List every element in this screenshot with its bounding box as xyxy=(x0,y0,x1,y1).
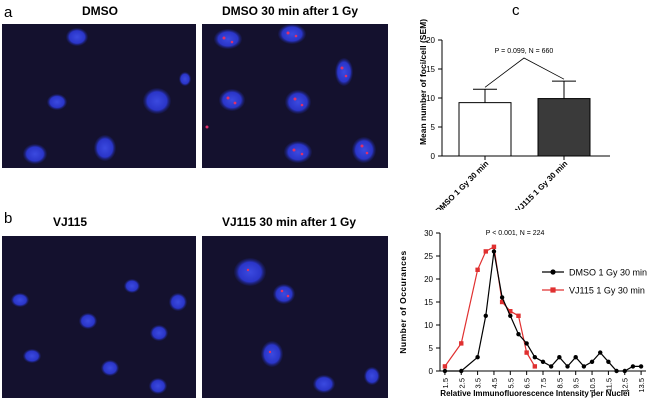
y-tick-label: 20 xyxy=(426,36,435,45)
data-point-dmso xyxy=(524,341,529,346)
data-point-dmso xyxy=(589,359,595,364)
bar-vj115 xyxy=(537,98,591,157)
data-point-dmso xyxy=(499,295,505,300)
legend-label: DMSO 1 Gy 30 min xyxy=(569,268,647,278)
data-point-dmso xyxy=(622,368,627,374)
x-tick-label: 12.5 xyxy=(621,378,630,393)
x-axis-label: Relative Immunofluorescence Intensity pe… xyxy=(440,389,629,398)
data-point-dmso xyxy=(565,364,570,369)
legend-label: VJ115 1 Gy 30 min xyxy=(569,286,645,296)
data-point-dmso xyxy=(630,364,636,369)
x-tick-label: 11.5 xyxy=(604,378,613,392)
x-tick-label: 6.5 xyxy=(523,378,532,388)
data-point-vj115 xyxy=(491,244,497,249)
data-point-dmso xyxy=(442,368,448,374)
data-point-vj115 xyxy=(483,249,488,254)
data-point-vj115 xyxy=(508,309,513,314)
y-tick-label: 5 xyxy=(431,123,436,132)
data-point-dmso xyxy=(598,350,603,355)
data-point-dmso xyxy=(459,368,464,374)
y-axis-label: Number of Occurances xyxy=(398,250,408,354)
data-point-dmso xyxy=(548,364,554,369)
micrograph-vj115 xyxy=(2,236,196,398)
image-title-dmso-irradiated: DMSO 30 min after 1 Gy xyxy=(221,4,359,18)
y-tick-label: 20 xyxy=(424,275,433,284)
micrograph-vj115-irradiated xyxy=(202,236,388,398)
micrograph-vj115-irradiated-image xyxy=(202,236,388,398)
data-point-dmso xyxy=(638,364,644,369)
micrograph-dmso-irradiated xyxy=(202,24,388,168)
legend-marker xyxy=(550,269,556,275)
x-tick-label: 3.5 xyxy=(474,378,483,388)
bar-dmso xyxy=(458,102,512,157)
panel-letter-c: c xyxy=(512,2,520,19)
x-tick-label: DMSO 1 Gy 30 min xyxy=(434,159,491,210)
line-chart: 0 5 10 15 20 25 30 Number of Occurances 1.5 2.5 3.… xyxy=(398,229,647,398)
micrograph-dmso-irradiated-image xyxy=(202,24,388,168)
legend-marker xyxy=(550,287,556,293)
x-tick-label: 7.5 xyxy=(539,378,548,388)
x-tick-label: 2.5 xyxy=(457,378,466,388)
series-line-vj115 xyxy=(444,245,536,367)
data-point-dmso xyxy=(540,359,546,364)
x-tick-label: 10.5 xyxy=(588,378,597,393)
y-axis-label: Mean number of foci/cell (SEM) xyxy=(418,19,428,145)
image-title-vj115-irradiated: VJ115 30 min after 1 Gy xyxy=(221,215,357,229)
y-tick-label: 25 xyxy=(424,252,433,261)
data-point-dmso xyxy=(516,332,521,337)
panel-letter-b: b xyxy=(4,210,13,227)
data-point-dmso xyxy=(581,364,587,369)
y-tick-label: 0 xyxy=(429,367,434,376)
data-point-dmso xyxy=(532,355,538,360)
data-point-dmso xyxy=(573,355,578,360)
data-point-dmso xyxy=(483,313,488,318)
data-point-vj115 xyxy=(532,364,538,369)
data-point-dmso xyxy=(606,359,611,364)
y-tick-label: 15 xyxy=(426,65,435,74)
panel-letter-a: a xyxy=(4,4,13,21)
p-value-annotation: P = 0.099, N = 660 xyxy=(495,48,554,55)
y-tick-label: 30 xyxy=(424,229,433,238)
y-tick-label: 5 xyxy=(429,344,434,353)
data-point-vj115 xyxy=(499,299,505,305)
x-tick-label: 8.5 xyxy=(555,378,564,388)
y-tick-label: 10 xyxy=(424,321,433,330)
micrograph-dmso xyxy=(2,24,196,168)
data-point-dmso xyxy=(614,368,619,374)
image-title-vj115: VJ115 xyxy=(52,215,88,229)
data-point-vj115 xyxy=(459,341,464,346)
data-point-vj115 xyxy=(524,350,529,355)
p-value-annotation: P < 0.001, N = 224 xyxy=(486,230,545,237)
x-tick-label: 4.5 xyxy=(490,378,499,388)
data-point-dmso xyxy=(557,355,562,360)
data-point-vj115 xyxy=(516,313,521,318)
y-tick-label: 0 xyxy=(431,152,436,161)
x-tick-label: VJ115 1 Gy 30 min xyxy=(514,159,570,210)
significance-bracket xyxy=(484,57,565,88)
data-point-vj115 xyxy=(475,267,480,272)
x-tick-label: 9.5 xyxy=(572,378,581,388)
data-point-dmso xyxy=(491,249,497,254)
micrograph-dmso-image xyxy=(2,24,196,168)
x-tick-label: 13.5 xyxy=(637,378,646,393)
x-tick-label: 5.5 xyxy=(506,378,515,388)
y-tick-label: 15 xyxy=(424,298,433,307)
image-title-dmso: DMSO xyxy=(82,4,118,18)
data-point-dmso xyxy=(508,313,513,318)
micrograph-vj115-image xyxy=(2,236,196,398)
x-tick-label: 1.5 xyxy=(441,378,450,388)
data-point-vj115 xyxy=(442,364,448,369)
data-point-dmso xyxy=(475,355,480,360)
y-tick-label: 10 xyxy=(426,94,435,103)
